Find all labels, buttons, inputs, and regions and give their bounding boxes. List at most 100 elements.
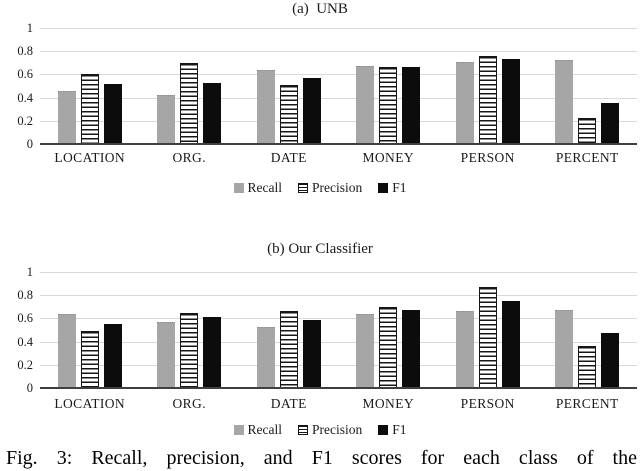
bar-group-percent — [538, 272, 638, 388]
bar-recall — [356, 66, 375, 144]
x-category-label: MONEY — [362, 396, 414, 411]
legend-label: Recall — [247, 422, 282, 437]
bar-precision — [279, 311, 298, 388]
gridline — [40, 97, 637, 99]
y-tick-label: 1 — [26, 20, 33, 35]
bar-recall — [555, 60, 574, 144]
y-axis-labels: 1 0.8 0.6 0.4 0.2 0 — [0, 22, 33, 150]
y-tick-label: 0 — [26, 380, 33, 395]
bar-precision — [180, 312, 199, 388]
bar-precision — [80, 74, 99, 144]
x-category-label: DATE — [270, 396, 307, 411]
legend-item-recall: Recall — [233, 422, 282, 437]
bar-precision — [379, 306, 398, 388]
legend-label: F1 — [392, 180, 407, 195]
x-category-label: ORG. — [172, 396, 206, 411]
bar-precision — [578, 346, 597, 388]
gridline — [40, 364, 637, 366]
y-tick-label: 0.2 — [17, 357, 33, 372]
gridline — [40, 28, 637, 29]
legend-swatch-recall — [233, 183, 244, 193]
legend-label: Recall — [247, 180, 282, 195]
y-tick-label: 0.4 — [17, 334, 33, 349]
legend: Recall Precision F1 — [0, 423, 640, 437]
bar-precision — [80, 331, 99, 388]
legend-label: Precision — [311, 180, 363, 195]
chart-b-our-classifier: (b) Our Classifier 1 0.8 0.6 0.4 0.2 0 LOCATI… — [0, 236, 640, 437]
bar-precision — [578, 118, 597, 144]
bar-recall — [256, 326, 275, 388]
bar-group-date — [239, 28, 339, 144]
x-category-label: PERCENT — [555, 396, 619, 411]
y-tick-label: 0.2 — [17, 113, 33, 128]
x-category-label: MONEY — [362, 150, 414, 165]
x-axis-line — [40, 387, 637, 389]
legend-item-recall: Recall — [233, 180, 282, 195]
bar-f1 — [402, 67, 421, 144]
bar-recall — [356, 313, 375, 388]
y-tick-label: 0.6 — [17, 67, 33, 82]
bar-precision — [379, 67, 398, 144]
legend-item-f1: F1 — [378, 180, 407, 195]
legend-swatch-f1 — [378, 425, 389, 435]
x-axis-line — [40, 143, 637, 145]
legend-swatch-f1 — [378, 183, 389, 193]
bar-precision — [478, 287, 497, 388]
bar-recall — [455, 311, 474, 388]
gridline — [40, 120, 637, 122]
bar-recall — [455, 61, 474, 144]
bar-recall — [256, 69, 275, 144]
bar-f1 — [501, 301, 520, 388]
gridline — [40, 74, 637, 76]
bar-precision — [478, 55, 497, 144]
bar-f1 — [402, 310, 421, 388]
bar-f1 — [601, 333, 620, 388]
gridline — [40, 318, 637, 320]
legend-label: Precision — [311, 422, 363, 437]
bar-groups — [40, 272, 637, 388]
y-tick-label: 0.4 — [17, 90, 33, 105]
bar-recall — [157, 95, 176, 144]
y-axis-labels: 1 0.8 0.6 0.4 0.2 0 — [0, 266, 33, 394]
legend-swatch-recall — [233, 425, 244, 435]
bar-precision — [180, 62, 199, 144]
bar-f1 — [203, 317, 222, 388]
legend-item-precision: Precision — [297, 180, 363, 195]
bar-precision — [279, 84, 298, 144]
x-category-label: LOCATION — [54, 396, 126, 411]
x-category-label: ORG. — [172, 150, 206, 165]
legend-label: F1 — [392, 422, 407, 437]
chart-a-unb: (a) UNB 1 0.8 0.6 0.4 0.2 0 LOCATION ORG. DATE M… — [0, 0, 640, 200]
bar-group-money — [339, 28, 439, 144]
bar-f1 — [601, 103, 620, 144]
bar-recall — [157, 321, 176, 388]
chart-b-title: (b) Our Classifier — [267, 241, 373, 257]
x-category-label: PERSON — [460, 150, 515, 165]
figure-caption: Fig. 3: Recall, precision, and F1 scores… — [6, 447, 637, 469]
bar-recall — [57, 90, 76, 144]
legend-item-precision: Precision — [297, 422, 363, 437]
bar-group-percent — [538, 28, 638, 144]
bar-f1 — [103, 83, 122, 144]
x-category-label: PERCENT — [555, 150, 619, 165]
legend: Recall Precision F1 — [0, 181, 640, 195]
bar-f1 — [501, 59, 520, 144]
bar-group-location — [40, 272, 140, 388]
bar-f1 — [302, 77, 321, 144]
bar-recall — [57, 313, 76, 388]
y-tick-label: 0 — [26, 136, 33, 151]
legend-swatch-precision — [297, 183, 308, 193]
plot-area — [40, 28, 638, 145]
bar-group-location — [40, 28, 140, 144]
bar-group-org — [140, 28, 240, 144]
bar-f1 — [203, 82, 222, 144]
bar-recall — [555, 310, 574, 388]
bar-f1 — [302, 319, 321, 388]
bar-group-org — [140, 272, 240, 388]
x-category-label: PERSON — [460, 396, 515, 411]
gridline — [40, 51, 637, 53]
y-tick-label: 0.8 — [17, 43, 33, 58]
x-axis-labels: LOCATION ORG. DATE MONEY PERSON PERCENT — [40, 148, 637, 168]
bar-group-person — [438, 272, 538, 388]
